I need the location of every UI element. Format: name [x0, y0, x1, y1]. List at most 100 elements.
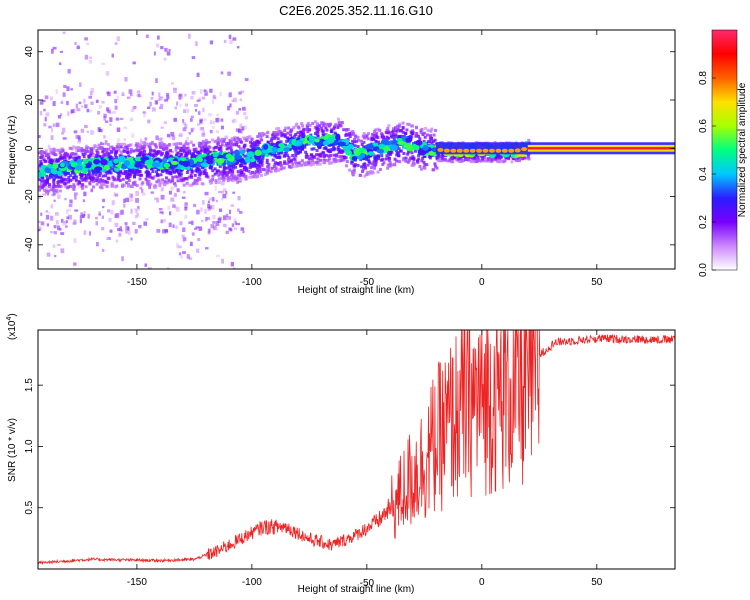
- heat-cell: [228, 227, 232, 231]
- heat-cell: [111, 184, 115, 188]
- heat-cell: [184, 206, 188, 211]
- heat-cell: [211, 125, 215, 130]
- heat-cell: [138, 225, 142, 229]
- heat-cell: [147, 180, 151, 184]
- heat-cell: [262, 132, 266, 136]
- heat-blob: [488, 148, 495, 153]
- heat-cell: [404, 156, 408, 160]
- heat-cell: [188, 149, 192, 153]
- heat-cell: [196, 170, 200, 174]
- heat-blob: [99, 159, 108, 165]
- heat-cell: [116, 127, 121, 132]
- heat-cell: [407, 122, 411, 126]
- x-tick-label: 0: [479, 577, 485, 588]
- heat-cell: [394, 149, 398, 153]
- heat-cell: [199, 149, 203, 153]
- heat-cell: [413, 149, 417, 153]
- heat-cell: [216, 113, 219, 117]
- heat-cell: [193, 178, 197, 182]
- heat-cell: [76, 45, 80, 50]
- heat-cell: [219, 92, 222, 96]
- heat-cell: [199, 119, 203, 124]
- heat-cell: [175, 225, 178, 229]
- heat-cell: [72, 185, 76, 189]
- heat-cell: [201, 145, 205, 149]
- heat-cell: [186, 142, 190, 146]
- heat-cell: [519, 157, 523, 161]
- heat-cell: [53, 148, 57, 152]
- heat-cell: [204, 191, 209, 196]
- heat-cell: [280, 167, 284, 171]
- heat-cell: [359, 158, 363, 162]
- heat-cell: [98, 211, 102, 216]
- heat-cell: [107, 209, 111, 213]
- heat-cell: [386, 163, 390, 167]
- heat-cell: [202, 199, 205, 205]
- heat-cell: [275, 133, 279, 137]
- heat-cell: [185, 103, 188, 107]
- heat-cell: [186, 108, 189, 114]
- heat-cell: [51, 188, 55, 192]
- heat-cell: [66, 186, 70, 190]
- heat-cell: [86, 169, 90, 173]
- heat-blob: [380, 138, 390, 146]
- heat-cell: [215, 139, 219, 143]
- heat-cell: [179, 255, 183, 259]
- heat-cell: [374, 154, 378, 158]
- heat-cell: [69, 154, 73, 158]
- heat-cell: [231, 223, 235, 228]
- heat-cell: [293, 149, 297, 153]
- heat-cell: [97, 180, 101, 184]
- heat-cell: [124, 77, 128, 82]
- heat-cell: [332, 153, 336, 157]
- heat-blob: [327, 136, 335, 144]
- heat-cell: [179, 175, 183, 180]
- heat-cell: [126, 148, 130, 152]
- heat-cell: [57, 115, 62, 119]
- heat-cell: [217, 173, 221, 177]
- heat-cell: [90, 130, 94, 135]
- heat-cell: [45, 189, 49, 193]
- heat-cell: [259, 173, 263, 177]
- heat-cell: [155, 170, 159, 174]
- heat-cell: [125, 145, 129, 149]
- heat-cell: [125, 181, 129, 185]
- heat-cell: [189, 241, 193, 247]
- heat-cell: [100, 187, 104, 190]
- heat-cell: [297, 161, 301, 165]
- heat-cell: [160, 46, 164, 50]
- colorbar-tick-label: 0.4: [698, 167, 709, 181]
- heat-cell: [102, 152, 106, 156]
- heat-cell: [499, 159, 503, 163]
- heat-cell: [74, 178, 78, 182]
- heat-cell: [147, 119, 151, 124]
- heat-cell: [438, 159, 442, 163]
- heat-cell: [186, 137, 189, 141]
- heat-cell: [261, 156, 265, 160]
- heat-cell: [156, 198, 160, 203]
- heat-cell: [45, 191, 49, 195]
- heat-cell: [326, 148, 330, 152]
- heat-cell: [133, 183, 137, 187]
- heat-cell: [158, 97, 163, 101]
- heat-cell: [212, 146, 216, 150]
- heat-cell: [129, 143, 133, 147]
- heat-cell: [100, 179, 104, 183]
- heat-cell: [346, 128, 350, 132]
- heat-cell: [417, 157, 421, 161]
- heat-cell: [315, 162, 319, 166]
- heat-cell: [295, 122, 299, 126]
- heat-cell: [219, 172, 223, 176]
- heat-cell: [238, 108, 242, 111]
- heat-cell: [179, 153, 183, 157]
- heat-cell: [105, 151, 109, 155]
- heat-cell: [353, 164, 357, 168]
- heat-cell: [147, 183, 151, 187]
- heat-cell: [45, 112, 50, 117]
- heat-cell: [224, 135, 229, 140]
- heat-cell: [266, 168, 270, 172]
- heat-cell: [57, 185, 61, 189]
- heat-cell: [121, 177, 125, 181]
- heat-cell: [206, 140, 210, 144]
- heat-blob: [59, 162, 66, 168]
